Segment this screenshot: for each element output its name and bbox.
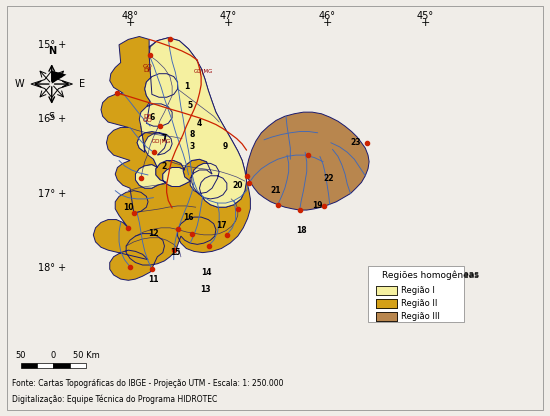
Text: 13: 13	[200, 285, 210, 294]
Bar	[20, 363, 37, 368]
Text: Fonte: Cartas Topográficas do IBGE - Projeção UTM - Escala: 1: 250.000: Fonte: Cartas Topográficas do IBGE - Pro…	[12, 379, 284, 388]
Text: Região I: Região I	[401, 286, 434, 295]
Text: Região I: Região I	[401, 286, 434, 295]
Bar	[37, 363, 53, 368]
Text: GO|MG: GO|MG	[151, 139, 171, 144]
Text: 4: 4	[197, 119, 202, 128]
Text: 11: 11	[148, 275, 159, 284]
Text: 18° +: 18° +	[38, 263, 66, 273]
Text: Regiões homogêneas: Regiões homogêneas	[382, 270, 478, 279]
Text: GO: GO	[143, 64, 153, 69]
Text: 5: 5	[188, 101, 192, 110]
Text: 17° +: 17° +	[38, 188, 66, 198]
Text: 12: 12	[148, 229, 159, 238]
Text: 8: 8	[189, 130, 195, 139]
Text: Região III: Região III	[401, 312, 440, 321]
Polygon shape	[246, 112, 369, 210]
Text: 21: 21	[271, 186, 282, 195]
Text: 50 Km: 50 Km	[73, 351, 100, 360]
Text: 16° +: 16° +	[38, 114, 66, 124]
Text: S: S	[48, 112, 55, 122]
Text: 48°: 48°	[122, 11, 139, 21]
Bar	[376, 299, 397, 308]
Text: E: E	[79, 79, 85, 89]
Bar	[53, 363, 70, 368]
Text: 45°: 45°	[417, 11, 434, 21]
Text: GO: GO	[143, 118, 153, 123]
Text: 7: 7	[162, 134, 167, 143]
Text: Região II: Região II	[401, 299, 437, 308]
Text: W: W	[15, 79, 24, 89]
Text: 20: 20	[233, 181, 243, 190]
Text: Digitalização: Equipe Técnica do Programa HIDROTEC: Digitalização: Equipe Técnica do Program…	[12, 394, 218, 404]
Text: 3: 3	[189, 142, 195, 151]
Text: 23: 23	[351, 138, 361, 147]
Text: 1: 1	[184, 82, 189, 91]
Bar	[376, 286, 397, 295]
Text: 19: 19	[312, 201, 323, 210]
FancyBboxPatch shape	[368, 266, 464, 322]
Text: 47°: 47°	[220, 11, 237, 21]
Text: 10: 10	[123, 203, 134, 212]
Bar	[376, 286, 397, 295]
Text: DF: DF	[144, 114, 152, 119]
Text: Regiões homogêneas: Regiões homogêneas	[382, 270, 478, 280]
Text: 15° +: 15° +	[38, 40, 66, 50]
Text: N: N	[48, 46, 56, 56]
Bar	[376, 299, 397, 308]
Polygon shape	[52, 71, 67, 84]
Text: Região III: Região III	[401, 312, 440, 321]
Polygon shape	[94, 37, 250, 280]
Text: 18: 18	[296, 226, 306, 235]
Bar	[376, 312, 397, 321]
Text: +: +	[125, 18, 135, 28]
Text: 14: 14	[201, 267, 212, 277]
Text: +: +	[322, 18, 332, 28]
Text: 15: 15	[170, 248, 180, 257]
Text: 22: 22	[323, 174, 334, 183]
Text: 9: 9	[223, 142, 228, 151]
Text: +: +	[224, 18, 233, 28]
Text: 16: 16	[183, 213, 194, 222]
Bar	[376, 312, 397, 321]
Text: Região II: Região II	[401, 299, 437, 308]
Text: +: +	[421, 18, 430, 28]
Text: GO|MG: GO|MG	[194, 69, 213, 74]
Text: 2: 2	[162, 162, 167, 171]
Text: 46°: 46°	[318, 11, 336, 21]
Text: 17: 17	[216, 221, 227, 230]
Text: 6: 6	[149, 113, 155, 121]
Text: DF: DF	[144, 68, 152, 73]
Polygon shape	[135, 38, 246, 207]
Bar	[70, 363, 86, 368]
Text: 0: 0	[51, 351, 56, 360]
Text: 50: 50	[15, 351, 26, 360]
